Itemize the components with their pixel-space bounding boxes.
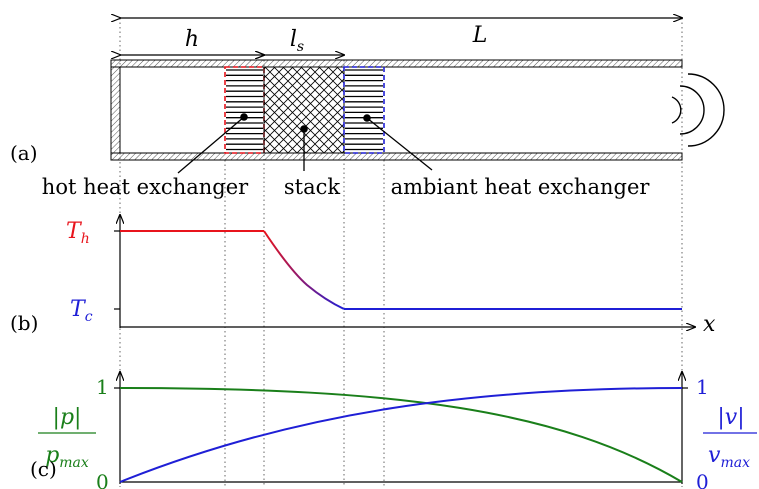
- left-axis-den: pmax: [45, 443, 89, 471]
- ambient-hx-dot: [363, 114, 371, 122]
- pressure-amplitude-curve: [119, 387, 683, 483]
- dim-L-label: L: [472, 23, 488, 48]
- panel-a-label: (a): [10, 141, 38, 165]
- panel-b: Th Tc x (b): [10, 215, 716, 337]
- panel-c-label: (c): [30, 457, 57, 481]
- hot-heat-exchanger: [226, 69, 263, 151]
- right-tick-1: 1: [696, 375, 709, 399]
- tube-wall-bottom: [110, 152, 683, 161]
- tube-wall-left: [110, 66, 121, 154]
- velocity-amplitude-curve: [119, 387, 683, 483]
- tick-Tc: Tc: [70, 297, 93, 325]
- hot-hx-dot: [240, 113, 248, 121]
- panel-b-label: (b): [10, 311, 38, 335]
- guide-lines: [119, 18, 683, 487]
- ambient-heat-exchanger: [345, 69, 383, 151]
- right-axis-den: vmax: [708, 443, 750, 471]
- dim-ls-label: ls: [290, 27, 304, 55]
- ambient-hx-label: ambiant heat exchanger: [391, 175, 651, 199]
- sound-wave-icon: [671, 73, 725, 147]
- right-tick-0: 0: [696, 470, 709, 489]
- leader-lines: [177, 116, 433, 174]
- left-tick-0: 0: [96, 470, 109, 489]
- stack-label: stack: [284, 175, 340, 199]
- dim-h-label: h: [185, 27, 199, 52]
- x-axis-label: x: [703, 312, 716, 337]
- right-axis-num: |v|: [717, 405, 744, 430]
- panel-c: 1 0 |p| pmax 1 0 |v| vmax (c): [30, 372, 757, 489]
- left-tick-1: 1: [96, 375, 109, 399]
- tick-Th: Th: [66, 219, 90, 247]
- stack-dot: [300, 125, 308, 133]
- hot-hx-label: hot heat exchanger: [42, 175, 249, 199]
- panel-a: h ls L (a) hot heat exchanger: [10, 18, 725, 199]
- left-axis-num: |p|: [53, 405, 82, 430]
- temperature-stack-gradient: [263, 230, 345, 310]
- tube-wall-top: [110, 59, 683, 68]
